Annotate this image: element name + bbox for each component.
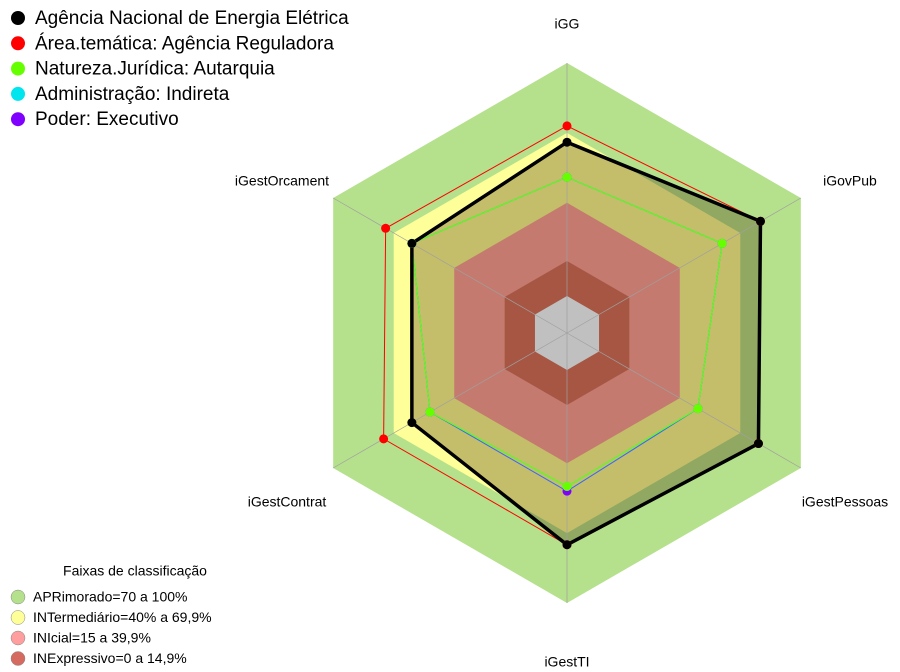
- series-point: [425, 407, 435, 417]
- axis-label: iGestContrat: [248, 494, 327, 510]
- legend-label: Natureza.Jurídica: Autarquia: [35, 59, 275, 80]
- series-point: [379, 434, 389, 444]
- legend-marker: [11, 11, 25, 25]
- legend-marker: [11, 86, 25, 101]
- band-legend-label: INExpressivo=0 a 14,9%: [33, 650, 187, 666]
- series-point: [381, 223, 391, 233]
- series-point: [562, 172, 572, 182]
- axis-label: iGG: [555, 16, 580, 32]
- axis-label: iGestPessoas: [802, 494, 888, 510]
- axis-label: iGestTI: [544, 654, 589, 670]
- band-legend-marker: [10, 610, 26, 625]
- axis-spoke: [332, 332, 568, 469]
- series-point: [753, 439, 763, 449]
- series-point: [562, 137, 572, 147]
- series-point: [717, 238, 727, 248]
- band-legend-label: INTermediário=40% a 69,9%: [33, 609, 212, 625]
- legend-label: Administração: Indireta: [35, 84, 230, 105]
- band-legend-label: INIcial=15 a 39,9%: [33, 630, 151, 646]
- series-point: [693, 404, 703, 414]
- legend-marker: [11, 112, 25, 127]
- series-point: [562, 540, 572, 550]
- band-legend-marker: [10, 651, 26, 666]
- band-legend-marker: [10, 589, 26, 605]
- legend-marker: [11, 61, 25, 76]
- series-point: [407, 418, 417, 428]
- bands-title: Faixas de classificação: [63, 563, 207, 579]
- legend-label: Área.temática: Agência Reguladora: [35, 33, 334, 54]
- axis-label: iGovPub: [823, 173, 877, 189]
- series-point: [407, 238, 417, 248]
- legend-label: Agência Nacional de Energia Elétrica: [35, 8, 349, 29]
- axis-label: iGestOrcament: [235, 173, 329, 189]
- axis-spoke: [332, 197, 568, 334]
- legend-label: Poder: Executivo: [35, 109, 179, 130]
- series-point: [755, 216, 765, 226]
- band-legend-marker: [10, 630, 26, 646]
- series-point: [562, 482, 572, 491]
- legend-marker: [11, 36, 25, 51]
- band-legend-label: APRimorado=70 a 100%: [33, 589, 188, 605]
- series-point: [562, 121, 572, 131]
